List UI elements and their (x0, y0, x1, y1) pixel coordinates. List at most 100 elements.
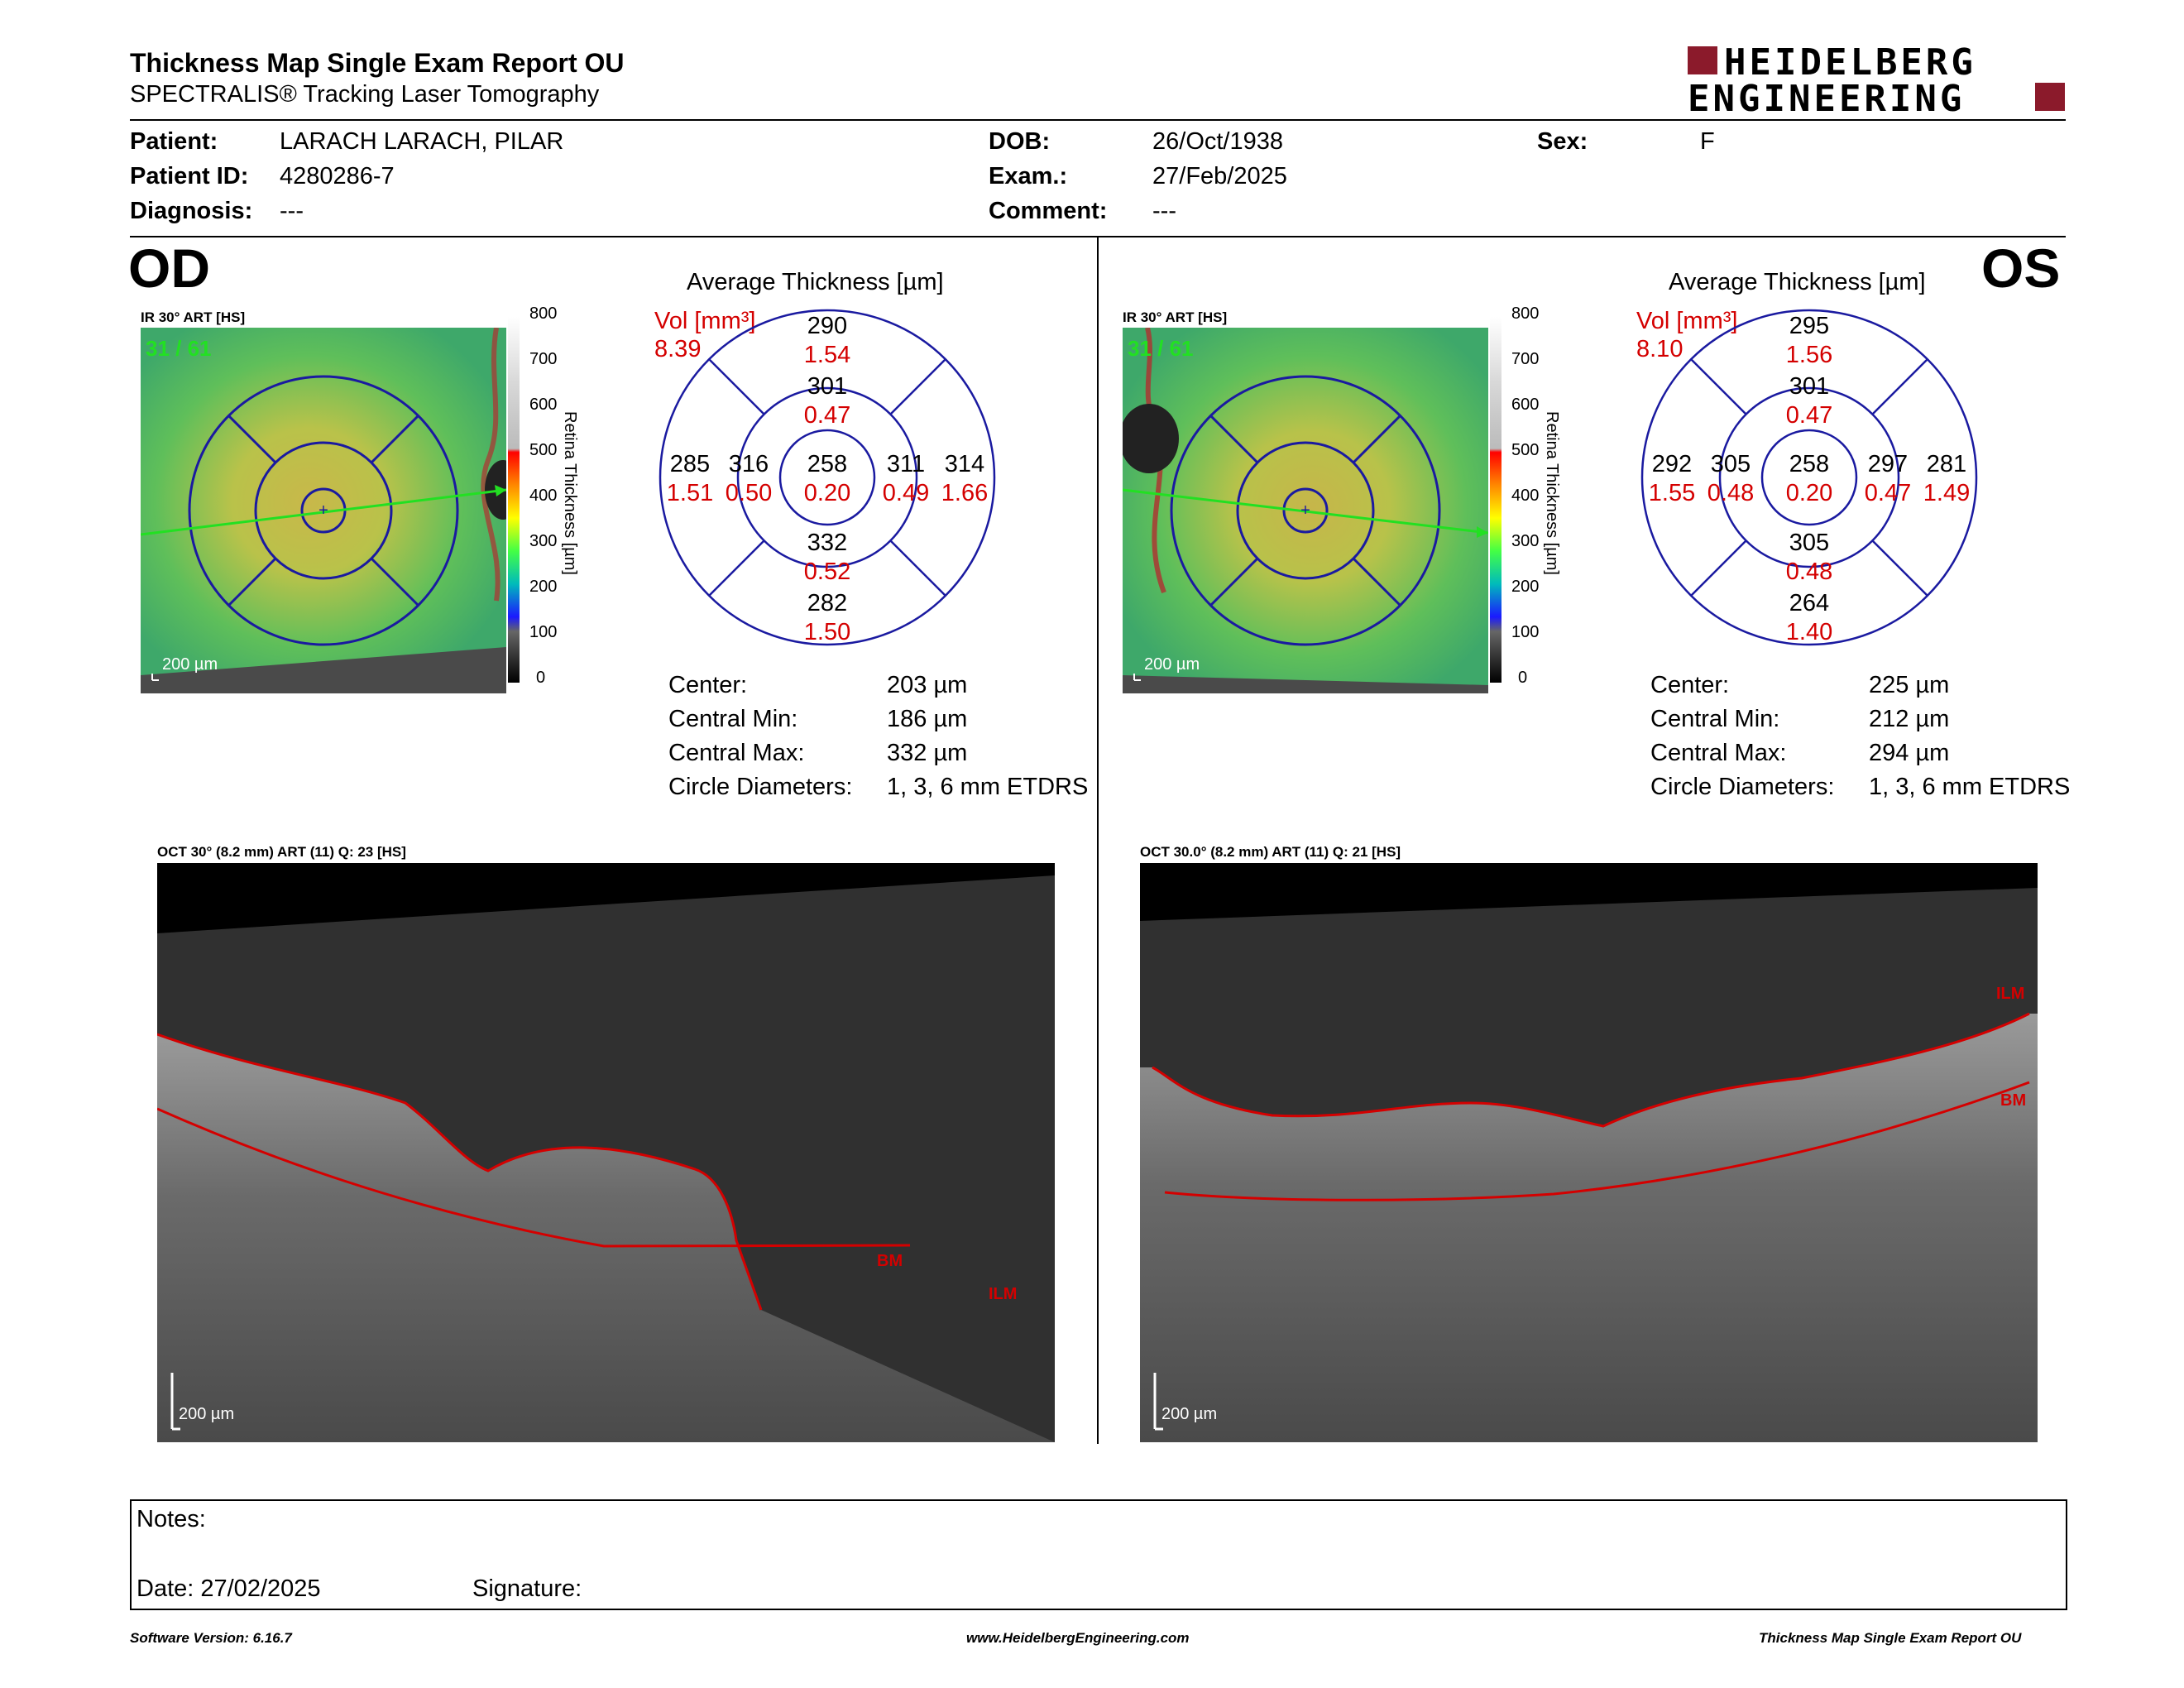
os-center-vol: 0.20 (1785, 480, 1833, 506)
os-colorbar (1490, 317, 1502, 683)
dob-label: DOB: (989, 128, 1051, 155)
od-min-label: Central Min: (668, 706, 798, 732)
os-fundus-scale: 200 µm (1144, 655, 1200, 674)
os-outer-left-vol: 1.55 (1648, 480, 1696, 506)
od-tick-400: 400 (529, 487, 558, 505)
od-outer-bottom-vol: 1.50 (803, 619, 851, 645)
svg-text:+: + (1300, 501, 1310, 520)
os-scan-index: 31 / 61 (1128, 336, 1194, 361)
od-center: 258 (807, 451, 848, 477)
od-colorbar-axis-label: Retina Thickness [µm] (561, 411, 579, 575)
os-ilm-label: ILM (1996, 985, 2025, 1003)
od-tick-800: 800 (529, 305, 558, 323)
od-inner-top: 301 (807, 373, 848, 400)
os-outer-bottom: 264 (1789, 590, 1830, 616)
od-max-value: 332 µm (887, 740, 968, 766)
od-inner-right-vol: 0.49 (882, 480, 930, 506)
os-ir-label: IR 30° ART [HS] (1123, 309, 1228, 325)
os-inner-bottom-vol: 0.48 (1785, 559, 1833, 585)
od-outer-left: 285 (669, 451, 711, 477)
od-colorbar (508, 317, 520, 683)
os-center: 258 (1789, 451, 1830, 477)
od-inner-bottom-vol: 0.52 (803, 559, 851, 585)
os-tick-500: 500 (1511, 441, 1540, 459)
patient-divider (130, 236, 2066, 237)
od-vol-label: Vol [mm³] (654, 308, 756, 334)
footer-software: Software Version: 6.16.7 (130, 1630, 292, 1646)
comment-value: --- (1152, 198, 1176, 224)
comment-label: Comment: (989, 198, 1108, 224)
footer-website[interactable]: www.HeidelbergEngineering.com (966, 1630, 1190, 1646)
od-eye-label: OD (128, 237, 210, 299)
os-oct-label: OCT 30.0° (8.2 mm) ART (11) Q: 21 [HS] (1140, 844, 1401, 860)
os-oct-bscan (1140, 863, 2038, 1442)
od-outer-top: 290 (807, 313, 848, 339)
od-inner-left: 316 (728, 451, 769, 477)
patient-value: LARACH LARACH, PILAR (280, 128, 564, 155)
od-tick-600: 600 (529, 396, 558, 414)
signature-label: Signature: (472, 1575, 582, 1602)
od-center-vol: 0.20 (803, 480, 851, 506)
os-colorbar-axis-label: Retina Thickness [µm] (1543, 411, 1561, 575)
diagnosis-label: Diagnosis: (130, 198, 253, 224)
diagnosis-value: --- (280, 198, 304, 224)
od-outer-bottom: 282 (807, 590, 848, 616)
os-inner-left-vol: 0.48 (1707, 480, 1755, 506)
footer-report: Thickness Map Single Exam Report OU (1759, 1630, 2022, 1646)
eye-divider (1097, 237, 1099, 1444)
logo-line1: HEIDELBERG (1724, 41, 1976, 84)
patient-label: Patient: (130, 128, 218, 155)
patient-id-label: Patient ID: (130, 163, 249, 189)
os-inner-right: 297 (1867, 451, 1909, 477)
os-min-label: Central Min: (1650, 706, 1780, 732)
od-fundus-scale: 200 µm (162, 655, 218, 674)
od-inner-right: 311 (886, 451, 926, 477)
od-inner-top-vol: 0.47 (803, 402, 851, 429)
patient-id-value: 4280286-7 (280, 163, 395, 189)
od-tick-0: 0 (536, 669, 546, 687)
os-oct-scale: 200 µm (1161, 1405, 1218, 1423)
os-tick-400: 400 (1511, 487, 1540, 505)
os-tick-800: 800 (1511, 305, 1540, 323)
od-diam-value: 1, 3, 6 mm ETDRS (887, 774, 1089, 800)
od-tick-500: 500 (529, 441, 558, 459)
os-fundus-image: + 31 / 61 200 µm (1123, 328, 1488, 693)
report-title: Thickness Map Single Exam Report OU (130, 48, 625, 78)
os-tick-0: 0 (1518, 669, 1528, 687)
notes-box[interactable]: Notes: Date: 27/02/2025 Signature: (130, 1499, 2067, 1610)
os-outer-right-vol: 1.49 (1923, 480, 1971, 506)
od-tick-200: 200 (529, 578, 558, 596)
od-oct-scan: BM ILM 200 µm (157, 863, 1055, 1442)
svg-text:+: + (318, 501, 328, 520)
os-max-label: Central Max: (1650, 740, 1787, 766)
os-outer-right: 281 (1926, 451, 1967, 477)
od-center-value: 203 µm (887, 672, 968, 698)
os-center-value: 225 µm (1869, 672, 1950, 698)
os-outer-left: 292 (1651, 451, 1693, 477)
sex-label: Sex: (1537, 128, 1588, 155)
os-avg-title: Average Thickness [µm] (1669, 269, 1926, 295)
logo-square-bottom-icon (2035, 83, 2065, 111)
od-outer-left-vol: 1.51 (666, 480, 714, 506)
od-inner-bottom: 332 (807, 530, 848, 556)
os-inner-top-vol: 0.47 (1785, 402, 1833, 429)
od-max-label: Central Max: (668, 740, 805, 766)
os-bm-label: BM (2000, 1091, 2027, 1110)
os-inner-left: 305 (1710, 451, 1751, 477)
os-diam-value: 1, 3, 6 mm ETDRS (1869, 774, 2071, 800)
os-diam-label: Circle Diameters: (1650, 774, 1835, 800)
dob-value: 26/Oct/1938 (1152, 128, 1283, 155)
os-inner-bottom: 305 (1789, 530, 1830, 556)
od-scan-index: 31 / 61 (146, 336, 212, 361)
os-outer-top: 295 (1789, 313, 1830, 339)
os-vol-label: Vol [mm³] (1636, 308, 1738, 334)
os-min-value: 212 µm (1869, 706, 1950, 732)
od-tick-100: 100 (529, 623, 558, 641)
od-fundus-image: + 31 / 61 200 µm (141, 328, 506, 693)
od-outer-right: 314 (944, 451, 985, 477)
od-ir-label: IR 30° ART [HS] (141, 309, 246, 325)
os-thickness-map: + (1123, 328, 1488, 693)
od-vol-value: 8.39 (654, 336, 702, 362)
heidelberg-logo: HEIDELBERG ENGINEERING (1688, 41, 2068, 120)
od-center-label: Center: (668, 672, 748, 698)
